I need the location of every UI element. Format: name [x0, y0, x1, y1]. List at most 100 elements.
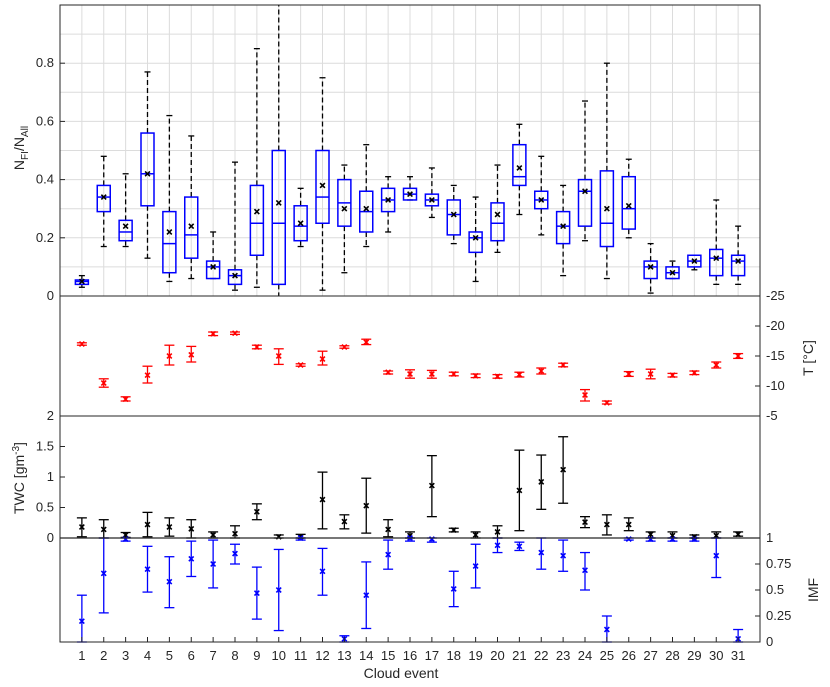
- panel3-ylabel: TWC [gm-3]: [11, 442, 27, 514]
- x-tick-label: 2: [100, 648, 107, 663]
- twc-marker: [647, 531, 654, 538]
- box-iqr: [643, 260, 658, 280]
- x-tick-label: 11: [294, 648, 308, 663]
- twc-marker: [232, 530, 238, 537]
- box-mean-marker: [603, 205, 610, 212]
- imf-marker: [144, 566, 151, 573]
- y3-tick-label: 1.5: [36, 439, 54, 454]
- box-mean-marker: [691, 258, 698, 265]
- imf-marker: [363, 592, 370, 599]
- box-mean-marker: [428, 197, 435, 203]
- y2-tick-label: -20: [766, 318, 785, 333]
- box-mean-marker: [713, 255, 720, 262]
- box-mean-marker: [669, 269, 676, 276]
- box-mean-marker: [144, 170, 151, 177]
- temperature-marker: [560, 362, 567, 368]
- y4-tick-label: 0: [766, 634, 773, 649]
- twc-marker: [603, 521, 610, 528]
- twc-marker: [560, 466, 567, 473]
- x-tick-label: 18: [447, 648, 461, 663]
- panel1-ylabel: NFI/NAll: [11, 126, 31, 170]
- temperature-marker: [603, 399, 610, 406]
- y1-tick-label: 0.2: [36, 230, 54, 245]
- y3-tick-label: 1: [47, 469, 54, 484]
- x-tick-label: 28: [665, 648, 679, 663]
- box-mean-marker: [560, 223, 567, 230]
- temperature-marker: [166, 353, 173, 359]
- imf-marker: [210, 561, 217, 567]
- box-iqr: [205, 260, 221, 280]
- box-iqr: [140, 132, 155, 207]
- box-mean-marker: [122, 223, 129, 230]
- box-mean-marker: [188, 223, 195, 230]
- x-tick-label: 31: [731, 648, 745, 663]
- twc-marker: [625, 521, 632, 528]
- x-tick-label: 10: [272, 648, 286, 663]
- chart-marks: [74, 5, 746, 643]
- box-mean-marker: [582, 188, 588, 195]
- y4-tick-label: 0.5: [766, 582, 784, 597]
- temperature-marker: [713, 362, 720, 368]
- x-tick-label: 9: [253, 648, 260, 663]
- temperature-marker: [100, 380, 107, 386]
- imf-marker: [472, 563, 479, 570]
- twc-marker: [582, 519, 588, 526]
- box-mean-marker: [363, 205, 370, 212]
- temperature-marker: [472, 372, 479, 379]
- temperature-marker: [253, 344, 260, 350]
- box-mean-marker: [166, 229, 173, 235]
- x-tick-label: 22: [534, 648, 548, 663]
- temperature-marker: [450, 371, 457, 377]
- imf-marker: [713, 552, 720, 559]
- twc-marker: [538, 478, 545, 485]
- twc-marker: [713, 532, 720, 539]
- y4-tick-label: 1: [766, 530, 773, 545]
- x-tick-label: 17: [425, 648, 439, 663]
- box-mean-marker: [210, 263, 217, 270]
- box-mean-marker: [341, 205, 348, 212]
- imf-marker: [275, 587, 282, 593]
- twc-marker: [144, 521, 151, 528]
- temperature-marker: [407, 371, 413, 377]
- box-iqr: [96, 184, 111, 213]
- x-tick-label: 19: [468, 648, 482, 663]
- temperature-marker: [210, 330, 217, 337]
- twc-marker: [319, 496, 326, 503]
- twc-marker: [450, 527, 457, 534]
- twc-marker: [341, 518, 348, 525]
- y3-tick-label: 2: [47, 408, 54, 423]
- twc-marker: [188, 525, 195, 532]
- x-tick-label: 14: [359, 648, 373, 663]
- x-tick-label: 29: [687, 648, 701, 663]
- x-tick-label: 27: [643, 648, 657, 663]
- imf-marker: [253, 590, 260, 597]
- temperature-marker: [275, 353, 282, 359]
- y1-tick-label: 0.8: [36, 55, 54, 70]
- imf-marker: [538, 549, 545, 556]
- temperature-marker: [363, 339, 370, 346]
- box-iqr: [599, 170, 615, 248]
- box-mean-marker: [625, 202, 632, 209]
- x-tick-label: 8: [231, 648, 238, 663]
- temperature-marker: [647, 371, 654, 377]
- temperature-marker: [494, 373, 501, 380]
- twc-marker: [166, 524, 173, 530]
- box-iqr: [555, 210, 571, 245]
- box-iqr: [249, 184, 265, 257]
- box-mean-marker: [538, 197, 545, 203]
- x-tick-label: 1: [78, 648, 85, 663]
- x-tick-label: 6: [188, 648, 195, 663]
- x-tick-label: 15: [381, 648, 395, 663]
- temperature-marker: [188, 351, 195, 358]
- x-tick-label: 23: [556, 648, 570, 663]
- tick-labels: 1 2 3 4 5 6 7 8 9 10 11 12 13 14 15 16 17 18 19 20 21 22 23 24 2…: [36, 55, 791, 663]
- box-iqr: [446, 199, 461, 236]
- x-tick-label: 26: [622, 648, 636, 663]
- imf-marker: [603, 626, 610, 633]
- box-iqr: [621, 175, 636, 230]
- x-tick-label: 5: [166, 648, 173, 663]
- twc-marker: [428, 482, 435, 489]
- twc-marker: [210, 531, 217, 538]
- imf-marker: [560, 552, 567, 559]
- temperature-marker: [428, 371, 435, 377]
